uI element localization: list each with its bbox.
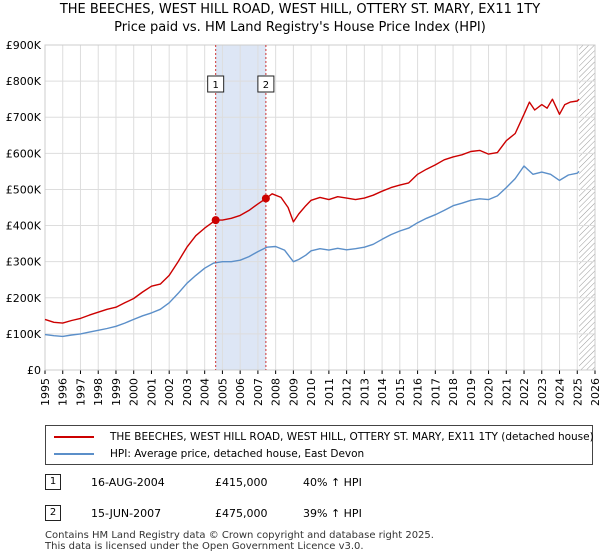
y-tick-label: £300K [6,256,42,269]
sale-price: £475,000 [215,507,268,520]
x-tick-label: 2007 [252,378,265,406]
chart-title: THE BEECHES, WEST HILL ROAD, WEST HILL, … [59,2,541,17]
x-tick-label: 2023 [536,378,549,406]
x-tick-label: 1996 [57,378,70,406]
chart-subtitle: Price paid vs. HM Land Registry's House … [114,20,486,35]
sale-row: 1 16-AUG-2004 £415,000 40% ↑ HPI [45,474,593,492]
plot-frame [44,44,596,371]
x-tick-label: 2010 [305,378,318,406]
x-tick-label: 2026 [589,378,600,406]
x-tick-label: 2019 [465,378,478,406]
x-tick-label: 2024 [554,378,567,406]
y-tick-label: £700K [6,111,42,124]
footer-copyright: Contains HM Land Registry data © Crown c… [45,530,434,541]
sale-label-number: 1 [212,80,218,91]
legend-label-property: THE BEECHES, WEST HILL ROAD, WEST HILL, … [110,431,594,443]
y-tick-label: £600K [6,147,42,160]
x-tick-label: 2020 [483,378,496,406]
x-tick-label: 2016 [412,378,425,406]
x-tick-label: 2015 [394,378,407,406]
y-tick-label: £0 [27,364,41,377]
x-tick-label: 2011 [323,378,336,406]
sale-hpi-change: 40% ↑ HPI [303,476,362,489]
sale-label-box [257,75,275,93]
footer: Contains HM Land Registry data © Crown c… [45,530,595,552]
x-tick-label: 2012 [341,378,354,406]
sale-point [211,216,220,225]
y-tick-label: £900K [6,39,42,52]
legend: THE BEECHES, WEST HILL ROAD, WEST HILL, … [45,425,594,465]
footer-licence: This data is licensed under the Open Gov… [45,541,364,552]
x-tick-label: 1999 [110,378,123,406]
y-tick-label: £400K [6,220,42,233]
hpi-line [44,165,580,338]
future-hatch-region [579,45,595,370]
legend-label-hpi: HPI: Average price, detached house, East… [110,448,365,460]
sale-date: 16-AUG-2004 [91,476,165,489]
x-tick-label: 2001 [145,378,158,406]
y-tick-label: £500K [6,183,42,196]
x-tick-label: 2006 [234,378,247,406]
price-chart: £0 £100K £200K £300K £400K £500K £600K £700K £80… [6,39,600,406]
y-tick-label: £200K [6,292,42,305]
property-price-line [44,98,580,324]
x-tick-label: 2003 [181,378,194,406]
sale-date: 15-JUN-2007 [91,507,162,520]
x-tick-label: 2018 [447,378,460,406]
sale-hpi-change: 39% ↑ HPI [303,507,362,520]
x-tick-label: 2013 [358,378,371,406]
sale-number-badge: 1 [45,474,61,490]
x-tick-label: 2021 [500,378,513,406]
y-tick-label: £100K [6,328,42,341]
x-tick-label: 1998 [92,378,105,406]
x-tick-label: 2005 [216,378,229,406]
x-tick-label: 1995 [39,378,52,406]
x-tick-label: 2022 [518,378,531,406]
sale-row: 2 15-JUN-2007 £475,000 39% ↑ HPI [45,505,593,523]
y-tick-label: £800K [6,75,42,88]
x-tick-label: 2008 [270,378,283,406]
sale-point [261,194,270,203]
legend-swatch-hpi [54,453,94,455]
x-tick-label: 2004 [199,378,212,406]
sale-label-number: 2 [263,80,269,91]
x-tick-label: 2002 [163,378,176,406]
sale-price: £415,000 [215,476,268,489]
x-tick-label: 2009 [287,378,300,406]
x-tick-label: 1997 [74,378,87,406]
sale-number-badge: 2 [45,505,61,521]
x-tick-label: 2025 [571,378,584,406]
legend-swatch-property [54,436,94,438]
x-tick-label: 2017 [429,378,442,406]
x-tick-label: 2000 [128,378,141,406]
sale-label-box [207,75,225,93]
x-tick-label: 2014 [376,378,389,406]
